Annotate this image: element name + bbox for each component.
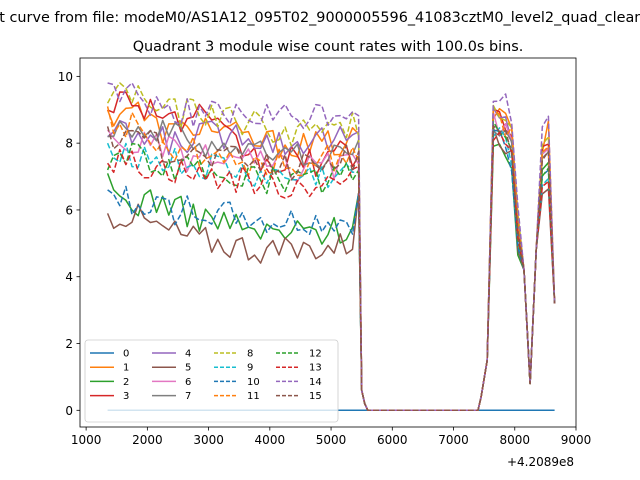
series-line-10: [107, 129, 556, 412]
legend-label: 2: [123, 377, 129, 388]
series-line-13: [106, 131, 556, 412]
legend-box: [84, 339, 339, 423]
series-line-12: [106, 120, 556, 412]
legend-label: 4: [185, 349, 191, 360]
x-tick-label: 1000: [71, 433, 102, 447]
x-axis: 1000 2000 3000 4000 5000 6000 7000 8000 9000: [71, 427, 591, 447]
legend-label: 1: [123, 363, 129, 374]
y-tick-label: 2: [65, 337, 73, 351]
legend-label: 3: [123, 391, 129, 402]
series-line-15: [106, 125, 556, 412]
y-tick-label: 6: [65, 203, 73, 217]
legend-label: 11: [247, 391, 260, 402]
y-tick-label: 4: [65, 270, 73, 284]
y-tick-label: 8: [65, 137, 73, 151]
x-tick-label: 8000: [499, 433, 530, 447]
x-tick-label: 5000: [316, 433, 347, 447]
x-tick-label: 2000: [132, 433, 163, 447]
y-axis: 0 2 4 6 8 10: [58, 70, 80, 418]
series-layer: [106, 82, 556, 412]
x-tick-label: 4000: [255, 433, 286, 447]
series-line-8: [106, 82, 556, 412]
legend-label: 9: [247, 363, 253, 374]
legend-label: 6: [185, 377, 191, 388]
x-tick-label: 7000: [438, 433, 469, 447]
y-tick-label: 0: [65, 404, 73, 418]
x-tick-label: 3000: [193, 433, 224, 447]
series-line-5: [106, 126, 556, 412]
legend-label: 13: [309, 363, 322, 374]
legend-label: 8: [247, 349, 253, 360]
legend-label: 12: [309, 349, 322, 360]
axes-frame: [79, 57, 577, 428]
legend-label: 14: [309, 377, 322, 388]
y-tick-label: 10: [58, 70, 73, 84]
x-tick-label: 6000: [377, 433, 408, 447]
x-tick-label: 9000: [561, 433, 592, 447]
legend-label: 5: [185, 363, 191, 374]
plot-area: 1000 2000 3000 4000 5000 6000 7000 8000 9000 0 2 4…: [58, 57, 591, 469]
legend-label: 15: [309, 391, 322, 402]
figure-suptitle: Light curve from file: modeM0/AS1A12_095…: [0, 10, 640, 26]
series-line-14: [107, 82, 556, 412]
legend-label: 0: [123, 349, 129, 360]
x-offset-label: +4.2089e8: [507, 455, 574, 469]
legend-label: 10: [247, 377, 260, 388]
series-line-11: [106, 106, 556, 412]
series-line-7: [107, 119, 556, 412]
axes-title: Quadrant 3 module wise count rates with …: [133, 39, 524, 55]
series-line-9: [106, 127, 556, 412]
legend-label: 7: [185, 391, 191, 402]
